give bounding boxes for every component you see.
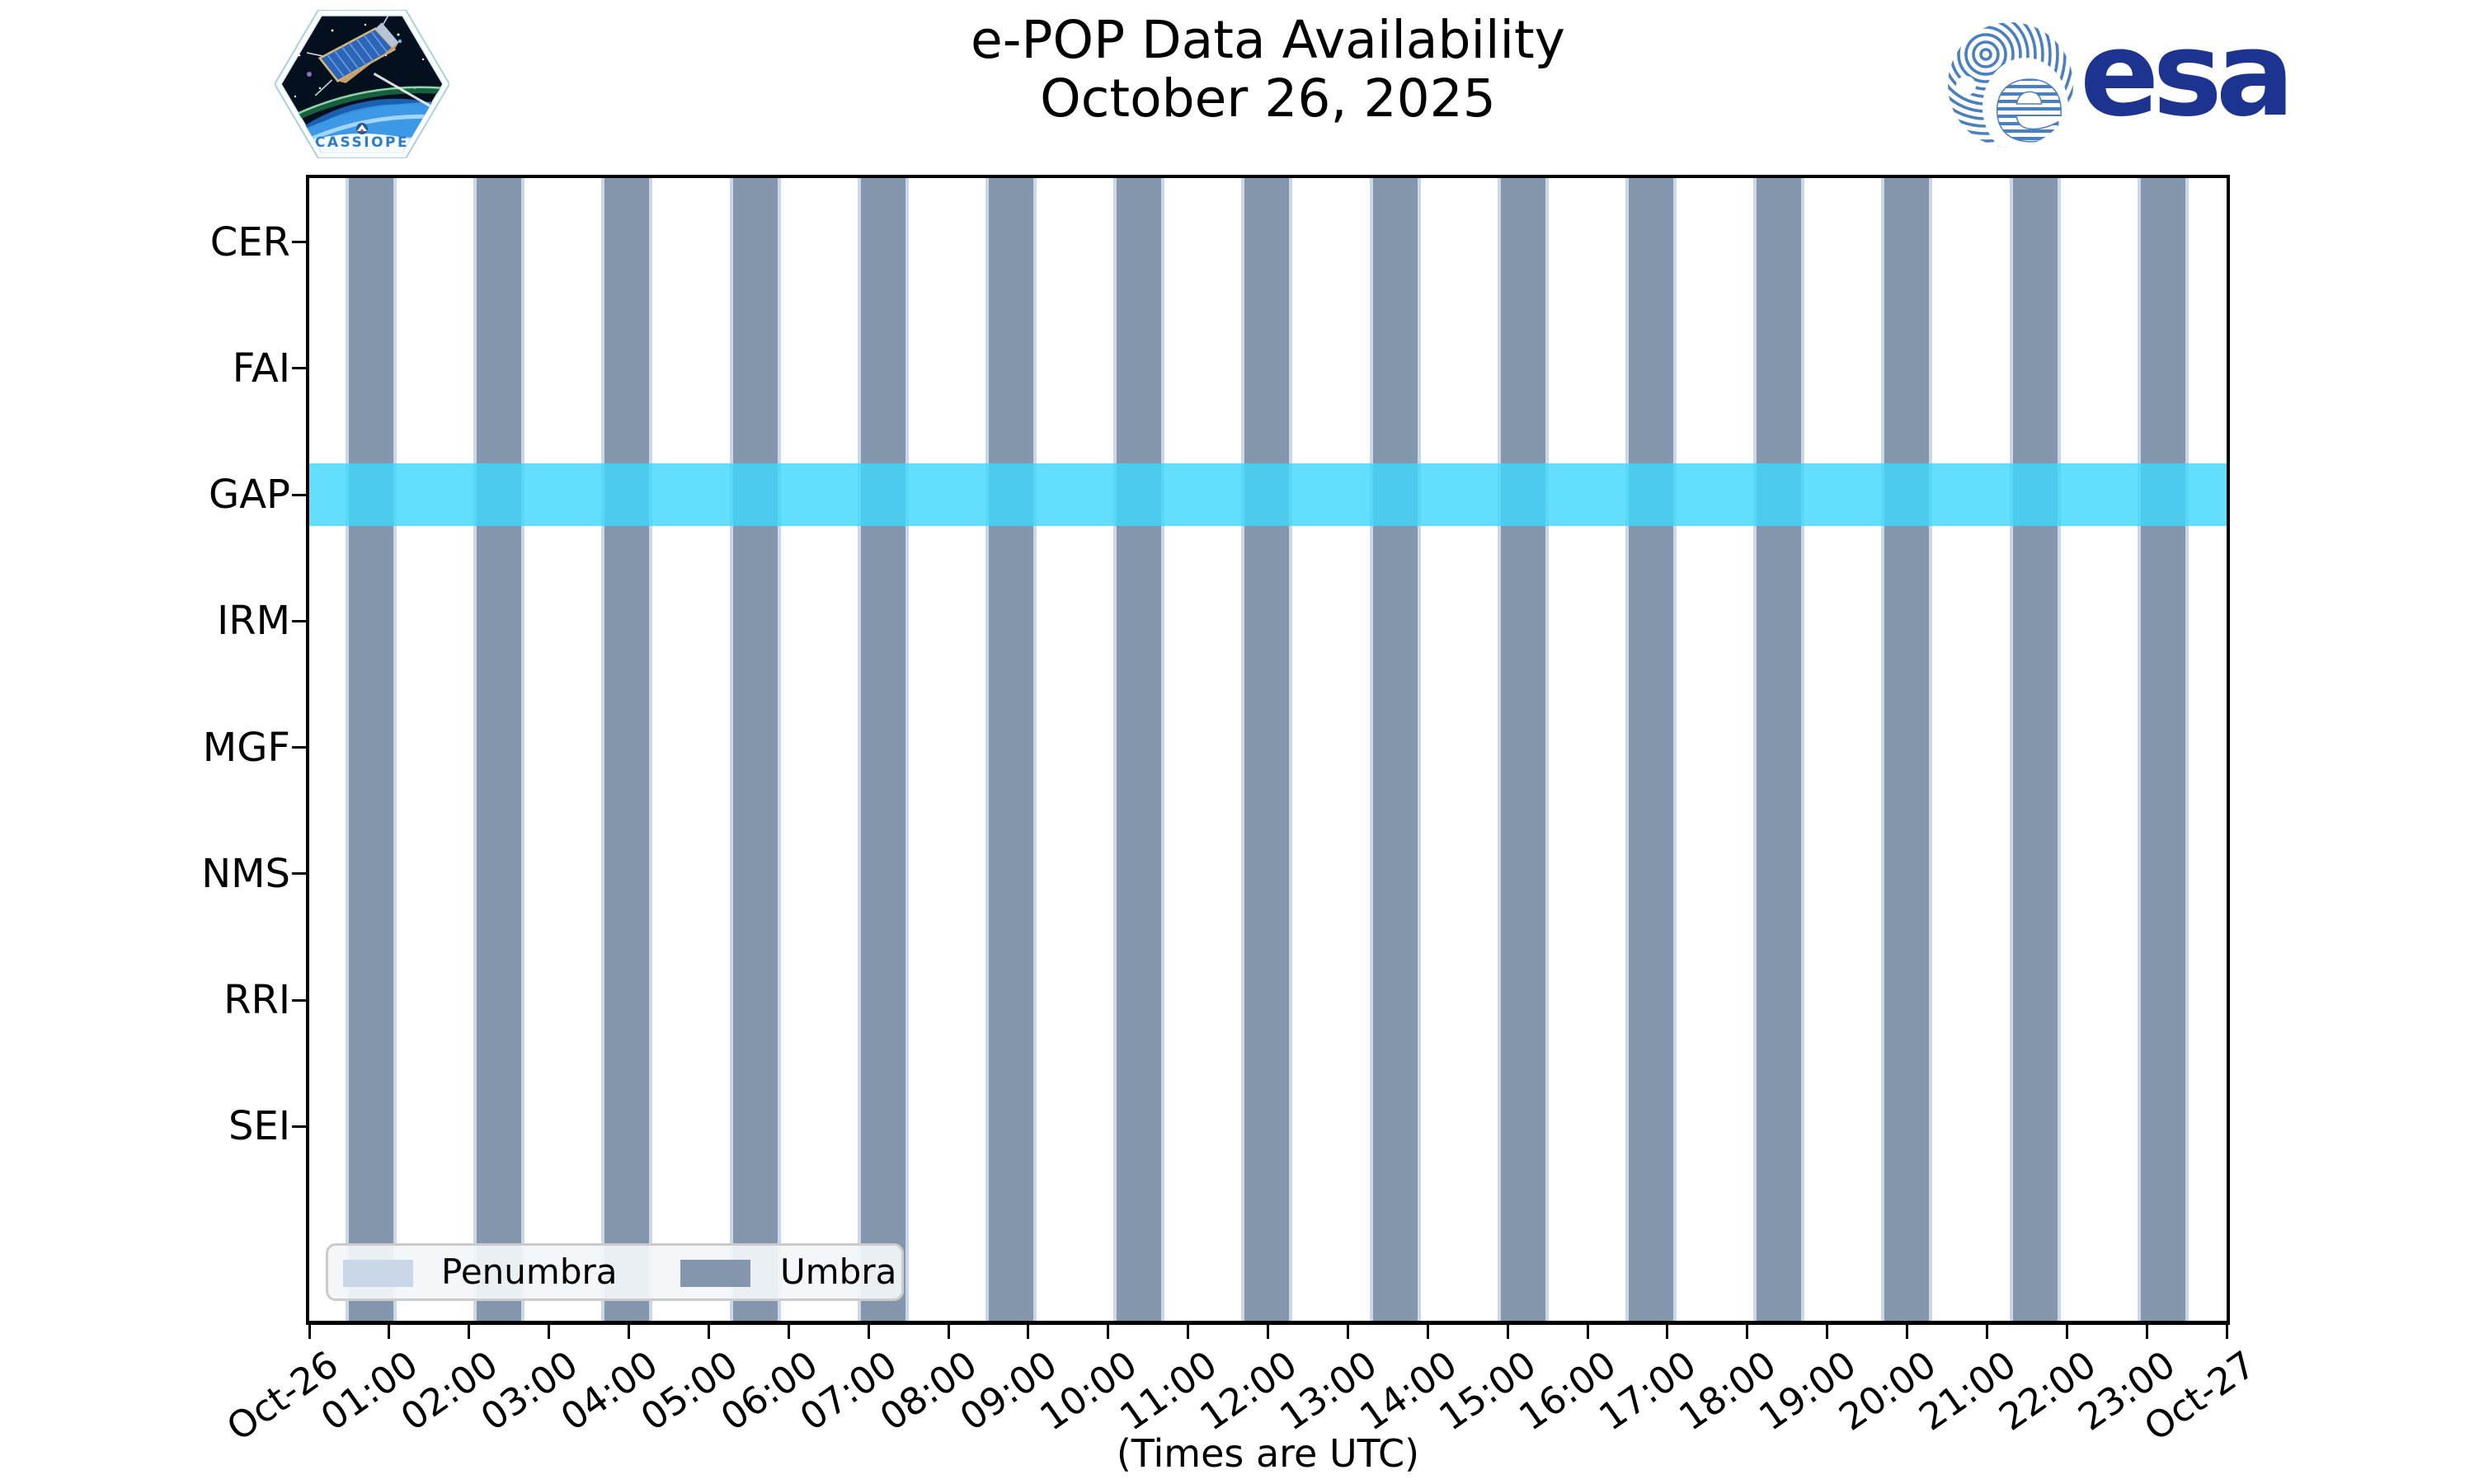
y-tick-label: SEI [228,1103,290,1150]
x-tick [1107,1325,1110,1339]
y-tick [292,493,306,496]
x-tick [947,1325,950,1339]
umbra-bar [1373,178,1418,1321]
umbra-bar [1884,178,1929,1321]
axis-spine-left [306,175,309,1324]
y-tick-label: IRM [217,598,290,645]
x-tick [1666,1325,1669,1339]
x-tick [1906,1325,1908,1339]
y-tick-label: RRI [223,977,290,1023]
patch-cassiope-text: CASSIOPE [315,134,409,151]
umbra-bar [1244,178,1289,1321]
esa-globe-e: e [1992,40,2067,152]
y-tick-label: NMS [201,850,290,897]
axis-spine-top [306,175,2230,178]
y-tick [292,1125,306,1128]
umbra-bar [1629,178,1673,1321]
x-tick [388,1325,391,1339]
patch-csa-mark [356,123,368,134]
chart-title-line1: e-POP Data Availability [971,10,1565,70]
umbra-bar [861,178,905,1321]
y-tick [292,367,306,370]
chart-title: e-POP Data Availability October 26, 2025 [309,10,2227,129]
umbra-bar [989,178,1033,1321]
umbra-bar [1757,178,1801,1321]
axis-spine-bottom [306,1321,2230,1325]
x-tick [1586,1325,1589,1339]
plot-area [309,178,2227,1321]
x-tick [628,1325,630,1339]
axis-spine-right [2227,175,2230,1324]
x-tick [787,1325,790,1339]
esa-globe-dot [1956,76,1976,96]
y-tick [292,746,306,749]
patch-aurora [281,87,443,147]
umbra-bar [1501,178,1545,1321]
legend-swatch-umbra [680,1260,750,1287]
y-tick-label: GAP [209,472,290,518]
legend-label-penumbra: Penumbra [441,1252,618,1292]
cassiope-mission-patch-logo: CASSIOPE [275,10,449,158]
chart-title-line2: October 26, 2025 [1040,68,1496,129]
x-tick [1746,1325,1749,1339]
x-tick [468,1325,471,1339]
legend-label-umbra: Umbra [780,1252,897,1292]
x-tick [1267,1325,1269,1339]
umbra-bar [477,178,521,1321]
x-tick [2145,1325,2148,1339]
x-tick [548,1325,551,1339]
umbra-bar [604,178,649,1321]
x-tick [1426,1325,1429,1339]
umbra-bar [1117,178,1161,1321]
y-tick [292,619,306,622]
x-tick [1187,1325,1190,1339]
y-tick-label: FAI [232,345,290,392]
y-tick [292,241,306,243]
esa-globe-logo: e [1948,22,2073,152]
x-tick [1985,1325,1988,1339]
x-tick [707,1325,710,1339]
x-axis-label: (Times are UTC) [1116,1431,1420,1476]
legend: Penumbra Umbra [326,1243,904,1301]
y-tick [292,872,306,876]
availability-band-gap [309,463,2227,526]
x-tick [867,1325,870,1339]
x-tick [2065,1325,2068,1339]
umbra-bar [349,178,393,1321]
x-tick [1826,1325,1829,1339]
patch-satellite [306,16,443,133]
umbra-bar [2013,178,2058,1321]
x-tick [1506,1325,1509,1339]
y-tick-label: MGF [202,724,290,771]
umbra-bar [2141,178,2185,1321]
legend-swatch-penumbra [343,1260,413,1287]
x-tick [1027,1325,1030,1339]
x-tick [308,1325,311,1339]
y-tick [292,998,306,1002]
umbra-bar [733,178,778,1321]
esa-wordmark: esa [2080,7,2295,143]
x-tick [2225,1325,2228,1339]
x-tick [1346,1325,1349,1339]
y-tick-label: CER [209,218,290,265]
